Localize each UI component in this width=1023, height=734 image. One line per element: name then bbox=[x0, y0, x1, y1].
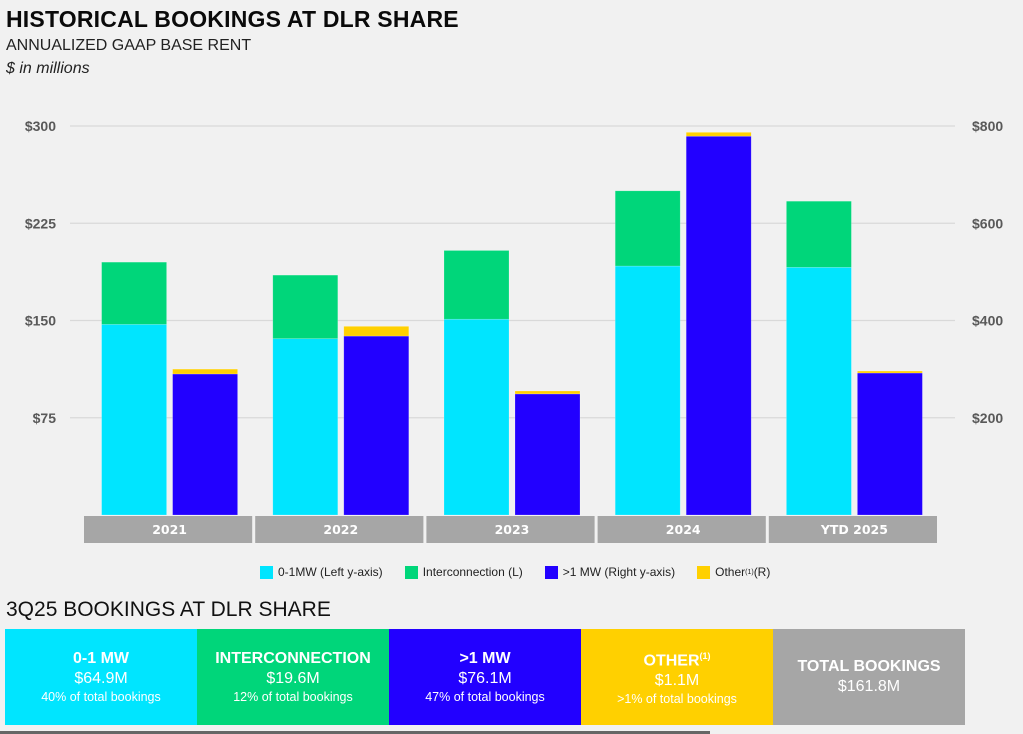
legend-item-over-1mw: >1 MW (Right y-axis) bbox=[544, 565, 676, 579]
units-note: $ in millions bbox=[6, 60, 90, 77]
right-tick-label: $400 bbox=[972, 313, 1003, 329]
right-tick-label: $200 bbox=[972, 410, 1003, 426]
chart-subtitle: ANNUALIZED GAAP BASE RENT bbox=[6, 37, 252, 54]
panel-title-text: 0-1 MW bbox=[73, 649, 129, 667]
panel-title: TOTAL BOOKINGS bbox=[797, 657, 940, 677]
bar-zero-to-one-mw bbox=[443, 318, 510, 516]
legend-label: Other bbox=[715, 565, 746, 579]
footer-divider bbox=[0, 731, 710, 734]
category-band bbox=[84, 516, 253, 543]
right-tick-label: $600 bbox=[972, 215, 1003, 231]
category-label: 2022 bbox=[323, 522, 358, 537]
bar-other bbox=[172, 368, 238, 375]
category-band bbox=[768, 516, 937, 543]
panel-value: $1.1M bbox=[654, 672, 700, 690]
legend-label: Interconnection (L) bbox=[422, 565, 523, 579]
bar-over-one-mw bbox=[514, 393, 581, 516]
legend-item-other: Other (1) (R) bbox=[697, 565, 770, 579]
bar-other bbox=[857, 370, 923, 374]
legend-item-0-1mw: 0-1MW (Left y-axis) bbox=[260, 565, 383, 579]
left-tick-label: $225 bbox=[25, 215, 56, 231]
bar-interconnection bbox=[101, 261, 167, 325]
legend-swatch-other bbox=[697, 565, 711, 579]
bar-other bbox=[685, 132, 752, 137]
category-band bbox=[255, 516, 424, 543]
panel-value: $161.8M bbox=[837, 678, 901, 695]
panel-value: $76.1M bbox=[458, 669, 512, 687]
category-label: 2023 bbox=[495, 522, 530, 537]
bar-zero-to-one-mw bbox=[614, 265, 681, 516]
chart-title: HISTORICAL BOOKINGS AT DLR SHARE bbox=[6, 6, 459, 32]
bar-interconnection bbox=[443, 250, 510, 320]
panel-0-1mw: 0-1 MW $64.9M 40% of total bookings bbox=[5, 629, 197, 725]
panel-percent: 40% of total bookings bbox=[41, 689, 161, 704]
bar-zero-to-one-mw bbox=[101, 324, 167, 516]
panel-value: $64.9M bbox=[74, 669, 128, 687]
panel-percent: 12% of total bookings bbox=[233, 689, 353, 704]
panel-footnote-marker: (1) bbox=[699, 650, 711, 661]
bar-over-one-mw bbox=[685, 135, 752, 516]
bar-interconnection bbox=[614, 190, 681, 267]
legend-swatch-interconnection bbox=[404, 565, 418, 579]
panel-title-text: INTERCONNECTION bbox=[215, 649, 371, 667]
left-tick-label: $300 bbox=[25, 118, 56, 134]
chart-legend: 0-1MW (Left y-axis) Interconnection (L) … bbox=[260, 565, 792, 579]
left-tick-label: $150 bbox=[25, 313, 56, 329]
legend-swatch-over-1mw bbox=[544, 565, 558, 579]
left-tick-label: $75 bbox=[33, 410, 57, 426]
panel-over-1mw: >1 MW $76.1M 47% of total bookings bbox=[389, 629, 581, 725]
bar-other bbox=[514, 390, 581, 395]
bookings-chart: $75 $200 $150 $400 $225 $600 $300 $800 2021 2022 2… bbox=[25, 118, 1003, 543]
bar-other bbox=[343, 326, 410, 337]
category-label: 2021 bbox=[152, 522, 187, 537]
category-band bbox=[426, 516, 595, 543]
bar-over-one-mw bbox=[172, 373, 238, 516]
bar-over-one-mw bbox=[343, 335, 410, 516]
bar-interconnection bbox=[272, 274, 339, 339]
bar-over-one-mw bbox=[857, 372, 923, 516]
panel-title: >1 MW bbox=[459, 649, 510, 669]
panel-title: OTHER(1) bbox=[644, 646, 711, 671]
bar-zero-to-one-mw bbox=[272, 338, 339, 516]
category-label: YTD 2025 bbox=[820, 522, 888, 537]
legend-swatch-0-1mw bbox=[260, 565, 273, 579]
bar-zero-to-one-mw bbox=[786, 267, 852, 516]
panel-total-bookings: TOTAL BOOKINGS $161.8M bbox=[773, 629, 965, 725]
legend-item-interconnection: Interconnection (L) bbox=[404, 565, 523, 579]
panel-title-text: >1 MW bbox=[459, 649, 511, 667]
legend-label: >1 MW (Right y-axis) bbox=[562, 565, 676, 579]
panel-title-text: TOTAL BOOKINGS bbox=[797, 658, 941, 675]
panel-value: $19.6M bbox=[266, 669, 320, 687]
panel-title-text: OTHER bbox=[643, 652, 700, 670]
legend-label: 0-1MW (Left y-axis) bbox=[278, 565, 383, 579]
bar-interconnection bbox=[786, 200, 852, 268]
panel-title: 0-1 MW bbox=[73, 649, 129, 669]
right-tick-label: $800 bbox=[972, 118, 1003, 134]
legend-footnote-marker: (1) bbox=[745, 568, 754, 576]
category-band bbox=[597, 516, 766, 543]
legend-label-suffix: (R) bbox=[753, 565, 771, 579]
panel-other: OTHER(1) $1.1M >1% of total bookings bbox=[581, 629, 773, 725]
summary-panels: 0-1 MW $64.9M 40% of total bookings INTE… bbox=[5, 629, 965, 725]
panel-percent: >1% of total bookings bbox=[617, 692, 737, 707]
summary-title: 3Q25 BOOKINGS AT DLR SHARE bbox=[6, 598, 331, 621]
panel-percent: 47% of total bookings bbox=[425, 689, 545, 704]
panel-title: INTERCONNECTION bbox=[215, 649, 371, 669]
category-label: 2024 bbox=[666, 522, 701, 537]
panel-interconnection: INTERCONNECTION $19.6M 12% of total book… bbox=[197, 629, 389, 725]
